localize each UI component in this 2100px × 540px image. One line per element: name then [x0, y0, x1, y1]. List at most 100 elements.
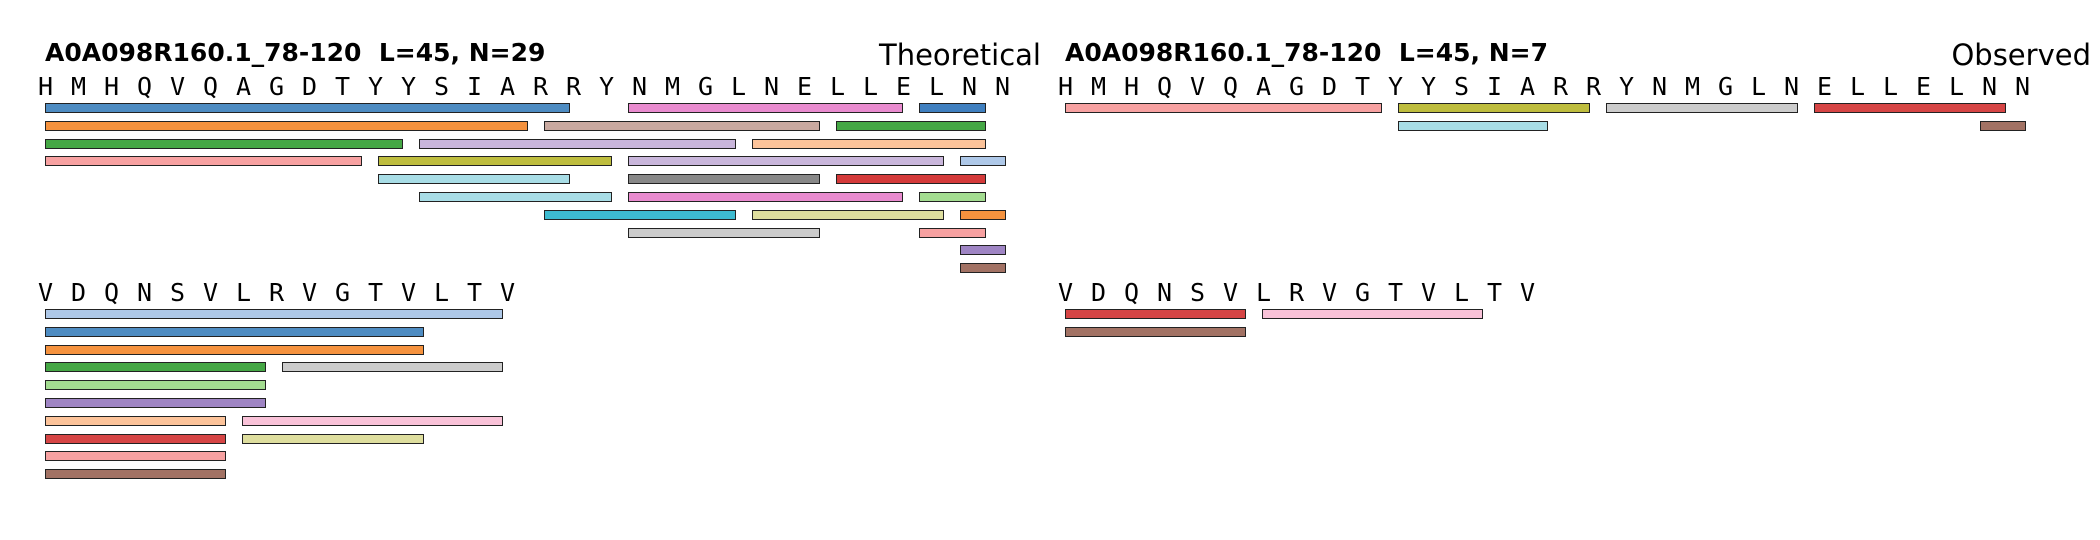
- residue-letter: N: [631, 72, 648, 101]
- residue-letter: L: [730, 72, 747, 101]
- residue-letter: E: [796, 72, 813, 101]
- residue-letter: V: [1420, 278, 1437, 307]
- peptide-segment: [1065, 103, 1382, 113]
- residue-letter: R: [532, 72, 549, 101]
- residue-letter: H: [103, 72, 120, 101]
- peptide-segment: [45, 380, 266, 391]
- peptide-segment: [1065, 309, 1247, 319]
- peptide-segment: [918, 192, 986, 202]
- residue-letter: N: [1651, 72, 1668, 101]
- residue-letter: L: [1849, 72, 1866, 101]
- peptide-segment: [627, 192, 903, 202]
- peptide-segment: [960, 263, 1007, 274]
- residue-letter: I: [466, 72, 483, 101]
- peptide-segment: [45, 309, 503, 319]
- observed-panel: A0A098R160.1_78-120 L=45, N=7 Observed H…: [1050, 0, 2100, 540]
- residue-letter: L: [1255, 278, 1272, 307]
- residue-letter: R: [1288, 278, 1305, 307]
- residue-letter: V: [202, 278, 219, 307]
- peptide-segment: [45, 326, 424, 337]
- residue-letter: Q: [1156, 72, 1173, 101]
- peptide-segment: [627, 227, 820, 238]
- peptide-segment: [1262, 309, 1484, 319]
- residue-letter: T: [334, 72, 351, 101]
- residue-letter: T: [1387, 278, 1404, 307]
- residue-letter: V: [1321, 278, 1338, 307]
- peptide-segment: [377, 156, 612, 167]
- peptide-segment: [1813, 103, 2006, 113]
- panel-title: A0A098R160.1_78-120 L=45, N=7: [1065, 38, 1548, 67]
- residue-letter: E: [895, 72, 912, 101]
- residue-letter: H: [1123, 72, 1140, 101]
- peptide-segment: [1397, 103, 1590, 113]
- residue-letter: N: [763, 72, 780, 101]
- peptide-segment: [45, 398, 266, 408]
- peptide-segment: [835, 174, 986, 185]
- peptide-segment: [45, 415, 227, 426]
- residue-letter: V: [400, 278, 417, 307]
- residue-letter: N: [2014, 72, 2031, 101]
- residue-letter: V: [37, 278, 54, 307]
- peptide-segment: [45, 138, 404, 149]
- residue-letter: Q: [1123, 278, 1140, 307]
- residue-letter: G: [1717, 72, 1734, 101]
- residue-letter: D: [1321, 72, 1338, 101]
- residue-letter: M: [1684, 72, 1701, 101]
- residue-letter: N: [136, 278, 153, 307]
- peptide-segment: [45, 433, 227, 444]
- residue-letter: L: [1453, 278, 1470, 307]
- residue-letter: T: [466, 278, 483, 307]
- residue-letter: Y: [1618, 72, 1635, 101]
- peptide-segment: [1397, 120, 1549, 131]
- residue-letter: L: [433, 278, 450, 307]
- peptide-segment: [544, 209, 737, 220]
- peptide-segment: [45, 362, 266, 373]
- peptide-segment: [960, 245, 1007, 256]
- residue-letter: T: [1354, 72, 1371, 101]
- residue-letter: N: [1156, 278, 1173, 307]
- residue-letter: Q: [103, 278, 120, 307]
- residue-letter: Q: [1222, 72, 1239, 101]
- residue-letter: D: [1090, 278, 1107, 307]
- residue-letter: V: [499, 278, 516, 307]
- residue-letter: N: [994, 72, 1011, 101]
- peptide-segment: [45, 344, 424, 355]
- residue-letter: G: [697, 72, 714, 101]
- peptide-segment: [835, 120, 986, 131]
- peptide-segment: [242, 415, 503, 426]
- peptide-segment: [627, 174, 820, 185]
- theoretical-panel: A0A098R160.1_78-120 L=45, N=29 Theoretic…: [37, 38, 1041, 480]
- residue-letter: Y: [598, 72, 615, 101]
- peptide-segment: [1065, 326, 1247, 337]
- residue-letter: T: [367, 278, 384, 307]
- residue-letter: L: [1948, 72, 1965, 101]
- residue-letter: H: [37, 72, 54, 101]
- peptide-segment: [45, 120, 529, 131]
- residue-letter: D: [70, 278, 87, 307]
- peptide-segment: [1605, 103, 1798, 113]
- peptide-segment: [544, 120, 820, 131]
- residue-letter: D: [301, 72, 318, 101]
- residue-letter: Q: [136, 72, 153, 101]
- residue-letter: N: [1981, 72, 1998, 101]
- peptide-segment: [627, 103, 903, 113]
- residue-letter: E: [1915, 72, 1932, 101]
- residue-letter: A: [499, 72, 516, 101]
- residue-letter: S: [1453, 72, 1470, 101]
- peptide-segment: [752, 138, 986, 149]
- mode-label: Observed: [1951, 38, 2091, 72]
- peptide-segment: [242, 433, 424, 444]
- peptide-segment: [419, 192, 612, 202]
- residue-letter: L: [235, 278, 252, 307]
- residue-letter: L: [829, 72, 846, 101]
- residue-letter: G: [1288, 72, 1305, 101]
- residue-letter: Y: [1387, 72, 1404, 101]
- residue-letter: R: [1552, 72, 1569, 101]
- residue-letter: R: [1585, 72, 1602, 101]
- residue-letter: Y: [367, 72, 384, 101]
- residue-letter: M: [70, 72, 87, 101]
- residue-letter: S: [1189, 278, 1206, 307]
- residue-letter: G: [268, 72, 285, 101]
- peptide-segment: [45, 103, 570, 113]
- peptide-segment: [1980, 120, 2027, 131]
